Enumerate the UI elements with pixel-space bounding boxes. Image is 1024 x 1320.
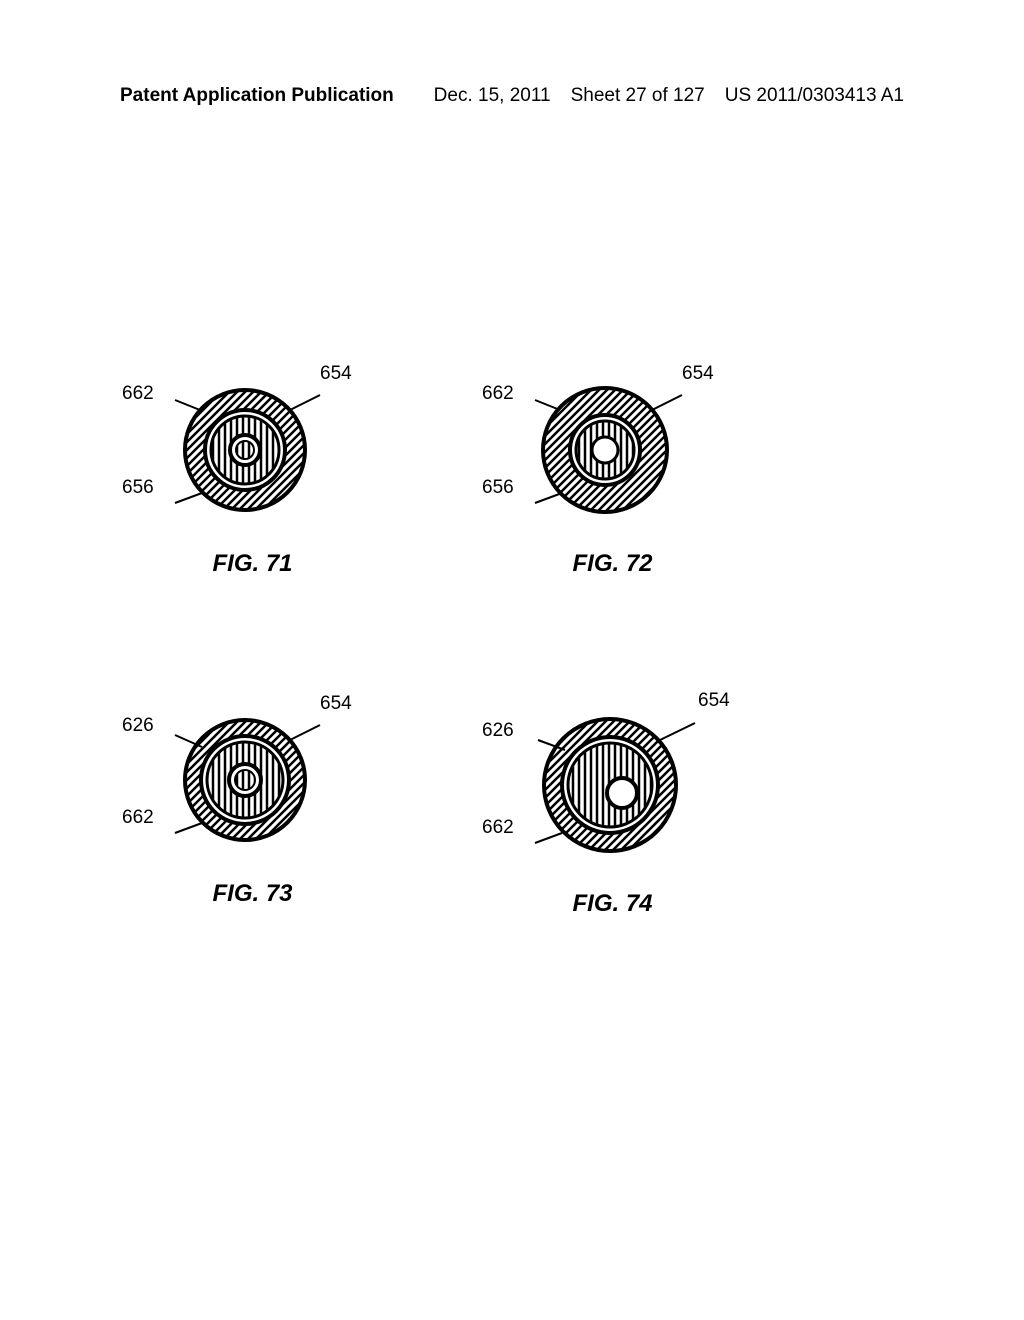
annotation-654: 654 xyxy=(320,693,352,715)
figure-72-label: FIG. 72 xyxy=(555,550,670,578)
figure-73-label: FIG. 73 xyxy=(195,880,310,908)
diagram-71: 662 654 656 xyxy=(180,385,310,515)
figure-71-label: FIG. 71 xyxy=(195,550,310,578)
annotation-654: 654 xyxy=(698,690,730,712)
annotation-656: 656 xyxy=(122,477,154,499)
figure-72: 662 654 656 FIG. 72 xyxy=(540,385,670,578)
header-publication: Patent Application Publication xyxy=(120,85,394,107)
annotation-662: 662 xyxy=(482,817,514,839)
header-sheet: Sheet 27 of 127 xyxy=(571,85,705,107)
annotation-626: 626 xyxy=(122,715,154,737)
annotation-656: 656 xyxy=(482,477,514,499)
figure-74: 626 654 662 FIG. 74 xyxy=(540,715,670,918)
figure-73: 626 654 662 FIG. 73 xyxy=(180,715,310,908)
annotation-662: 662 xyxy=(122,807,154,829)
diagram-73: 626 654 662 xyxy=(180,715,310,845)
annotation-654: 654 xyxy=(320,363,352,385)
diagram-72: 662 654 656 xyxy=(540,385,670,515)
figure-71: 662 654 656 FIG. 71 xyxy=(180,385,310,578)
annotation-654: 654 xyxy=(682,363,714,385)
header-date: Dec. 15, 2011 xyxy=(434,85,551,107)
annotation-626: 626 xyxy=(482,720,514,742)
figure-74-label: FIG. 74 xyxy=(555,890,670,918)
annotation-662: 662 xyxy=(482,383,514,405)
header-pubnum: US 2011/0303413 A1 xyxy=(725,85,904,107)
annotation-662: 662 xyxy=(122,383,154,405)
diagram-74: 626 654 662 xyxy=(540,715,670,845)
page-header: Patent Application Publication Dec. 15, … xyxy=(0,85,1024,107)
